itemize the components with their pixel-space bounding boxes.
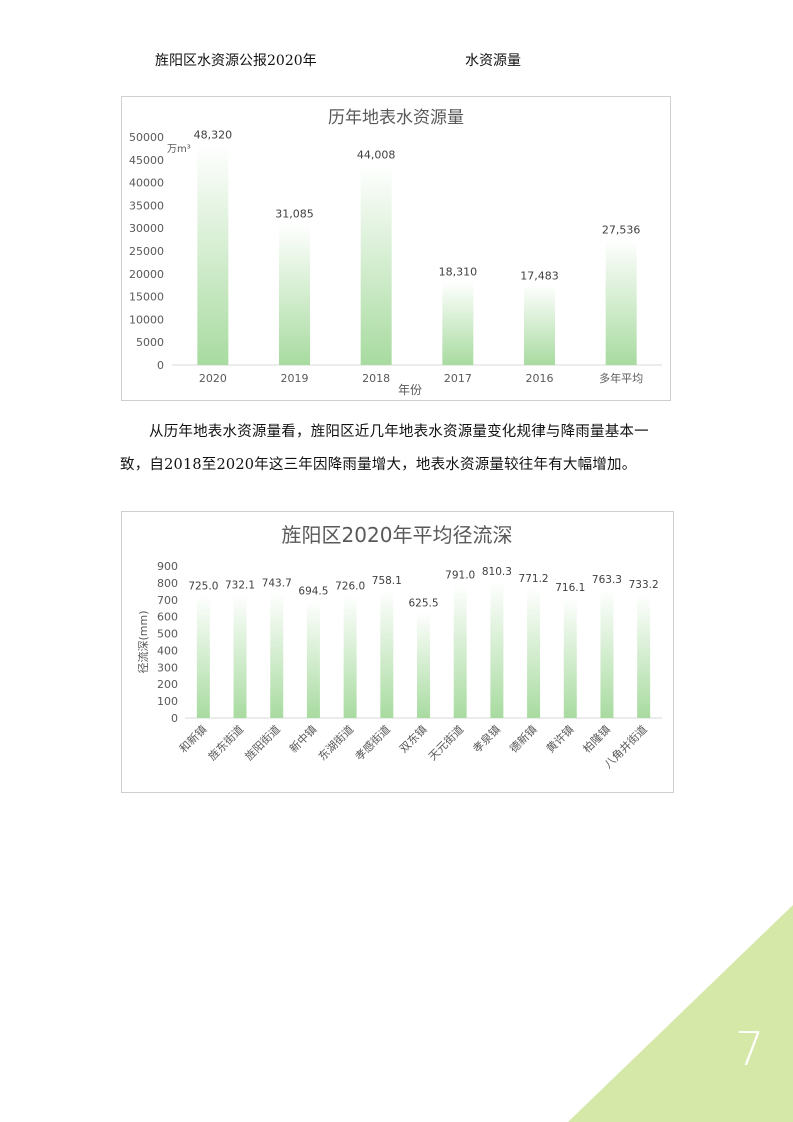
chart1-bar-5 [605, 239, 637, 365]
chart2-bar-4 [343, 595, 357, 718]
chart2-ytick-9: 900 [157, 560, 178, 573]
chart2-ytick-2: 200 [157, 678, 178, 691]
paragraph-1: 从历年地表水资源量看，旌阳区近几年地表水资源量变化规律与降雨量基本一致，自201… [120, 424, 649, 473]
chart1-category-5: 多年平均 [599, 371, 643, 385]
chart1-category-4: 2016 [526, 372, 554, 385]
chart1-ytick-8: 40000 [129, 177, 164, 190]
page-number: 7 [735, 1022, 765, 1076]
chart2-title: 旌阳区2020年平均径流深 [282, 523, 513, 547]
chart1-category-3: 2017 [444, 372, 472, 385]
chart2-bar-0 [196, 595, 210, 718]
chart2-bar-9 [527, 587, 541, 718]
surface-water-chart: 历年地表水资源量万m³ 0 5000 10000 15000 20000 25000 3000… [121, 96, 671, 401]
chart1-bar-4 [524, 285, 555, 365]
chart1-unit-label: 万m³ [167, 144, 191, 155]
chart2-value-label-1: 732.1 [225, 579, 255, 591]
chart2-bar-8 [490, 581, 504, 718]
chart2-value-label-0: 725.0 [188, 581, 218, 593]
chart1-value-label-0: 48,320 [194, 129, 233, 142]
chart2-bar-1 [233, 594, 247, 718]
chart2-value-label-2: 743.7 [262, 577, 292, 589]
chart2-ytick-7: 700 [157, 594, 178, 607]
chart1-ytick-9: 45000 [129, 154, 164, 167]
chart1-ytick-6: 30000 [129, 222, 164, 235]
chart2-value-label-3: 694.5 [298, 586, 328, 598]
chart2-bar-2 [270, 592, 284, 718]
chart1-value-label-5: 27,536 [602, 223, 641, 236]
chart2-value-label-8: 810.3 [482, 566, 512, 578]
chart2-value-label-12: 733.2 [629, 579, 659, 591]
chart2-value-label-4: 726.0 [335, 580, 365, 592]
chart2-ytick-5: 500 [157, 628, 178, 641]
chart1-value-label-2: 44,008 [357, 148, 396, 161]
chart2-value-label-5: 758.1 [372, 575, 402, 587]
chart1-title: 历年地表水资源量 [328, 108, 464, 128]
chart2-ytick-1: 100 [157, 695, 178, 708]
chart2-ytick-4: 400 [157, 644, 178, 657]
chart2-bar-6 [417, 612, 430, 718]
chart1-ytick-1: 5000 [136, 336, 164, 349]
chart2-value-label-7: 791.0 [445, 569, 475, 581]
chart2-bar-7 [453, 584, 467, 718]
chart1-ytick-10: 50000 [129, 131, 164, 144]
chart2-ylabel: 径流深(mm) [136, 610, 150, 673]
chart2-value-label-10: 716.1 [555, 582, 585, 594]
chart2-value-label-9: 771.2 [519, 573, 549, 585]
chart1-ytick-5: 25000 [129, 245, 164, 258]
chart2-ytick-3: 300 [157, 661, 178, 674]
runoff-depth-chart: 旌阳区2020年平均径流深 0 100 200 300 400 500 600 700 800 90… [121, 511, 674, 793]
chart2-value-label-11: 763.3 [592, 574, 622, 586]
chart1-category-1: 2019 [281, 372, 309, 385]
chart1-value-label-3: 18,310 [439, 266, 478, 279]
header-right: 水资源量 [465, 53, 521, 69]
chart1-category-0: 2020 [199, 372, 227, 385]
header-left: 旌阳区水资源公报2020年 [155, 53, 317, 69]
chart1-ytick-7: 35000 [129, 199, 164, 212]
chart2-bar-12 [637, 594, 651, 718]
chart1-ytick-2: 10000 [129, 313, 164, 326]
chart1-bar-1 [279, 223, 310, 365]
chart1-bar-3 [442, 281, 474, 365]
chart1-xlabel: 年份 [398, 383, 422, 397]
chart2-bar-3 [306, 600, 320, 718]
chart2-bar-11 [600, 589, 614, 718]
chart1-category-2: 2018 [362, 372, 390, 385]
chart2-value-label-6: 625.5 [408, 597, 438, 609]
chart2-ytick-0: 0 [171, 712, 178, 725]
chart1-bar-0 [197, 144, 229, 365]
runoff-depth-chart-svg: 旌阳区2020年平均径流深 0 100 200 300 400 500 600 700 800 90… [136, 523, 662, 771]
chart2-bar-10 [563, 597, 577, 718]
chart2-bar-5 [380, 589, 394, 718]
chart2-ytick-6: 600 [157, 611, 178, 624]
chart1-value-label-1: 31,085 [275, 207, 314, 220]
chart1-ytick-4: 20000 [129, 268, 164, 281]
chart1-ytick-0: 0 [157, 359, 164, 372]
chart1-ytick-3: 15000 [129, 291, 164, 304]
chart1-bar-2 [360, 164, 392, 365]
chart1-value-label-4: 17,483 [520, 269, 559, 282]
chart2-ytick-8: 800 [157, 577, 178, 590]
